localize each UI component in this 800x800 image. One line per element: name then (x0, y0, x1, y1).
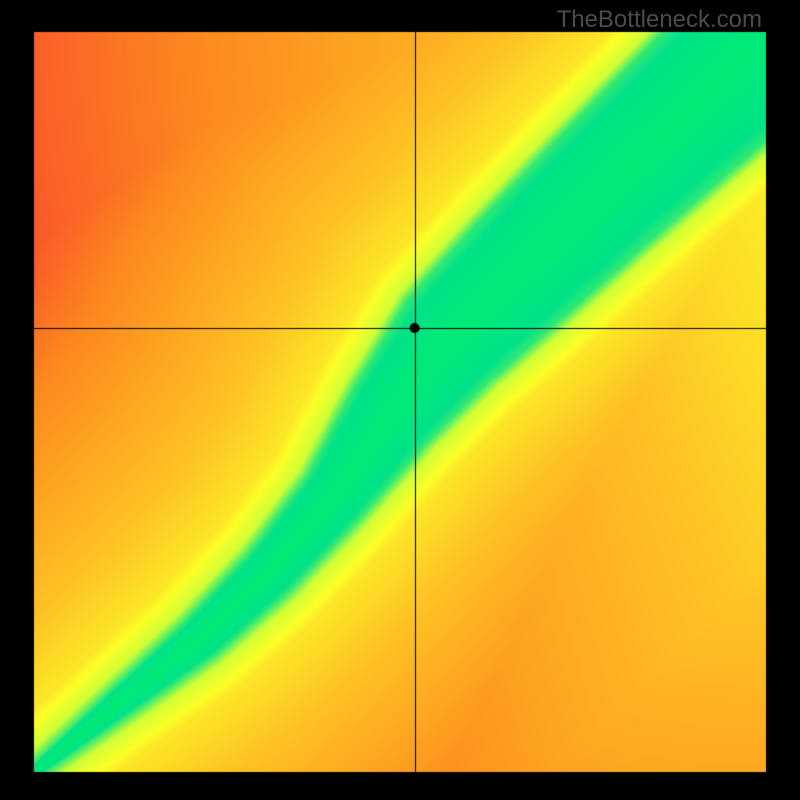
bottleneck-heatmap (0, 0, 800, 800)
watermark-text: TheBottleneck.com (557, 6, 762, 34)
